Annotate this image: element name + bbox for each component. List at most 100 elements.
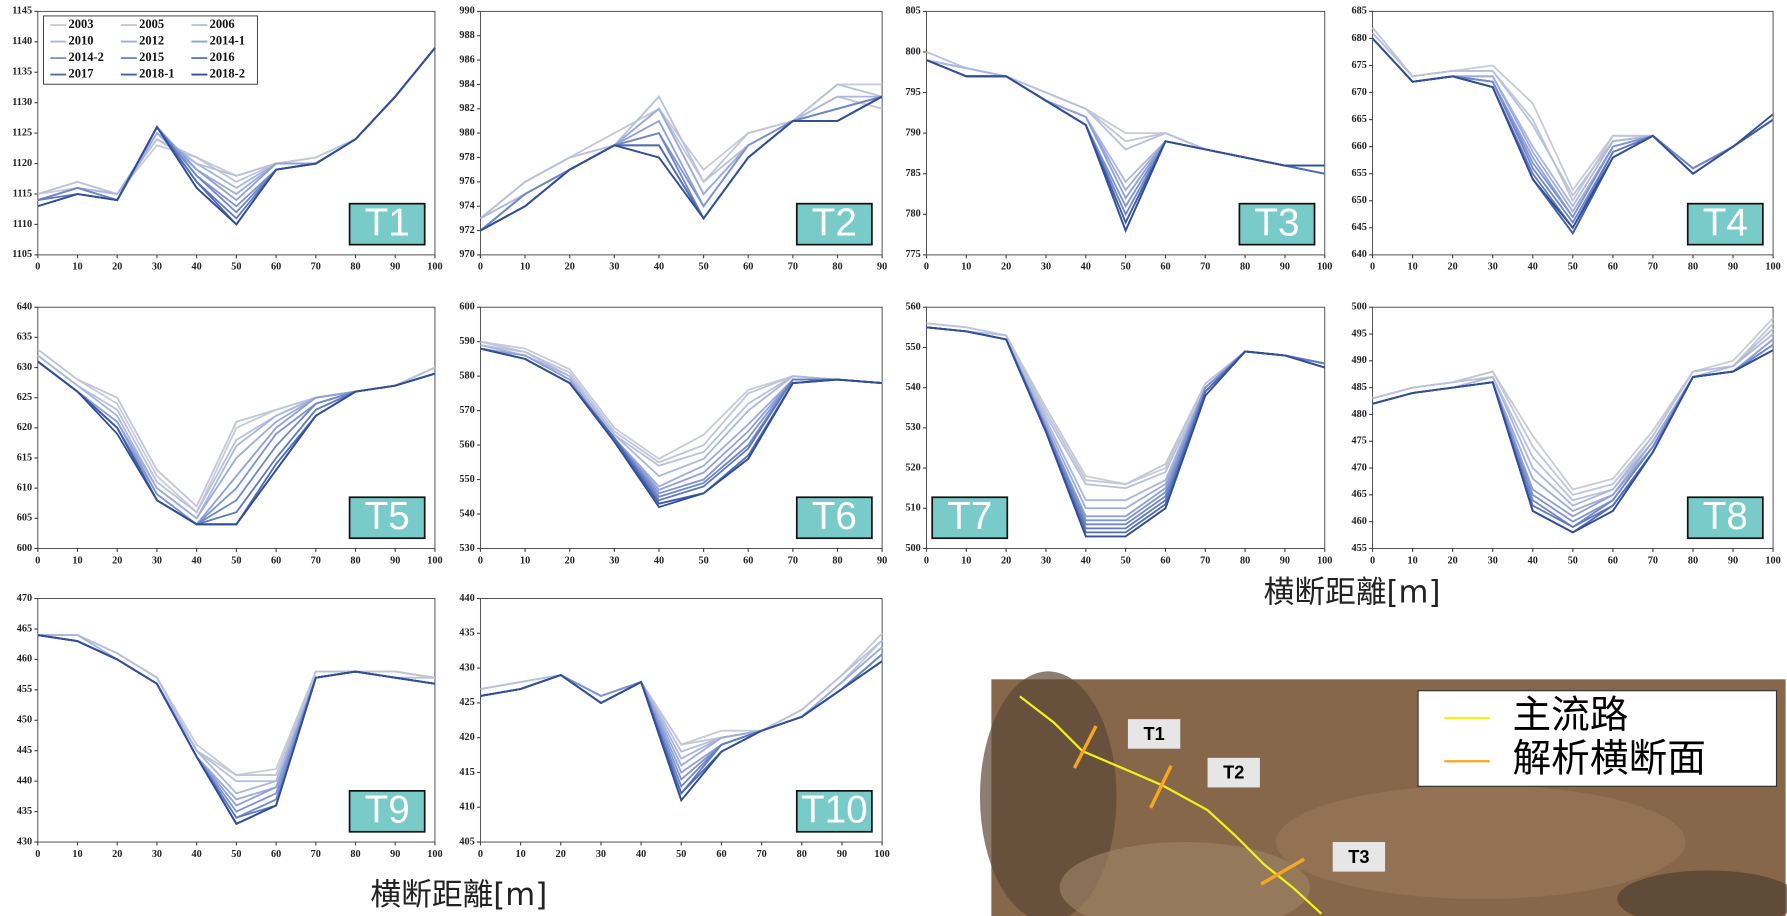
x-tick-label: 30 [1041,555,1051,566]
x-tick-label: 10 [520,555,530,566]
y-tick-label: 550 [905,342,920,353]
y-tick-label: 1120 [12,158,32,169]
y-tick-label: 520 [905,462,920,473]
x-tick-label: 10 [1407,262,1417,273]
y-tick-label: 795 [905,87,920,98]
y-tick-label: 775 [905,249,920,260]
x-tick-label: 60 [1160,555,1170,566]
y-tick-label: 510 [905,503,920,514]
y-tick-label: 980 [459,127,474,138]
x-tick-label: 40 [1081,262,1091,273]
x-tick-label: 80 [832,262,842,273]
x-tick-label: 80 [350,262,360,273]
x-tick-label: 60 [1608,555,1618,566]
x-tick-label: 10 [520,262,530,273]
x-tick-label: 50 [1121,262,1131,273]
map-label: T3 [1348,847,1369,867]
legend-label: 2012 [139,33,164,47]
x-tick-label: 0 [1370,262,1375,273]
x-tick-label: 90 [1728,262,1738,273]
x-tick-label: 60 [743,555,753,566]
y-tick-label: 670 [1352,87,1367,98]
x-tick-label: 80 [1688,555,1698,566]
y-tick-label: 630 [17,362,32,373]
x-tick-label: 30 [596,849,606,860]
x-tick-label: 90 [390,262,400,273]
panel-label: T6 [812,495,857,538]
panel: 4304354404454504554604654700102030405060… [17,593,443,860]
legend-label: 2003 [69,17,94,31]
x-tick-label: 100 [427,262,442,273]
y-tick-label: 490 [1352,355,1367,366]
x-tick-label: 70 [1648,555,1658,566]
x-tick-label: 70 [788,262,798,273]
panel-label: T5 [365,495,410,538]
x-tick-label: 90 [1728,555,1738,566]
x-tick-label: 10 [72,555,82,566]
x-tick-label: 20 [556,849,566,860]
y-tick-label: 430 [459,662,474,673]
y-tick-label: 600 [459,302,474,313]
panel-label: T10 [801,789,868,832]
x-tick-label: 90 [390,555,400,566]
x-tick-label: 40 [1528,555,1538,566]
legend-label: 2018-1 [139,66,174,80]
x-tick-label: 80 [1240,262,1250,273]
map-label: T1 [1143,724,1164,744]
legend-label: 2014-2 [69,50,104,64]
page: T1 T2 T3 主流路 解析横断面 110511101115112011251… [0,0,1787,916]
x-tick-label: 80 [1240,555,1250,566]
panel-label: T2 [812,202,857,245]
x-tick-label: 90 [1280,555,1290,566]
x-tick-label: 20 [1001,262,1011,273]
x-tick-label: 50 [676,849,686,860]
y-tick-label: 990 [459,6,474,17]
x-tick-label: 40 [192,849,202,860]
x-tick-label: 40 [636,849,646,860]
y-tick-label: 530 [905,422,920,433]
x-tick-label: 90 [877,555,887,566]
y-tick-label: 635 [17,332,32,343]
y-tick-label: 1115 [13,188,32,199]
y-tick-label: 1130 [12,97,32,108]
legend-label: 2016 [210,50,235,64]
panel-label: T4 [1703,202,1748,245]
panel-label: T8 [1703,495,1748,538]
y-tick-label: 976 [459,176,474,187]
legend-label: 2017 [69,66,94,80]
y-tick-label: 540 [459,508,474,519]
x-tick-label: 10 [72,262,82,273]
x-tick-label: 10 [961,555,971,566]
y-tick-label: 465 [1352,489,1367,500]
x-tick-label: 70 [1200,262,1210,273]
y-tick-label: 475 [1352,436,1367,447]
x-tick-label: 50 [1568,262,1578,273]
y-tick-label: 780 [905,209,920,220]
y-tick-label: 450 [17,715,32,726]
y-tick-label: 430 [17,836,32,847]
panel: 4054104154204254304354400102030405060708… [459,593,889,860]
x-tick-label: 80 [1688,262,1698,273]
x-tick-label: 40 [654,262,664,273]
x-tick-label: 30 [152,262,162,273]
y-tick-label: 785 [905,168,920,179]
map-label: T2 [1223,763,1244,783]
y-tick-label: 970 [459,249,474,260]
y-tick-label: 1145 [12,6,32,17]
x-tick-label: 60 [271,849,281,860]
y-tick-label: 480 [1352,409,1367,420]
x-tick-label: 80 [350,555,360,566]
legend-label: 2005 [139,17,164,31]
y-tick-label: 420 [459,732,474,743]
y-tick-label: 982 [459,103,474,114]
x-tick-label: 10 [1407,555,1417,566]
y-tick-label: 530 [459,543,474,554]
y-tick-label: 1125 [12,127,32,138]
x-tick-label: 100 [1765,555,1780,566]
x-tick-label: 70 [1200,555,1210,566]
x-tick-label: 20 [1448,555,1458,566]
x-tick-label: 20 [565,262,575,273]
